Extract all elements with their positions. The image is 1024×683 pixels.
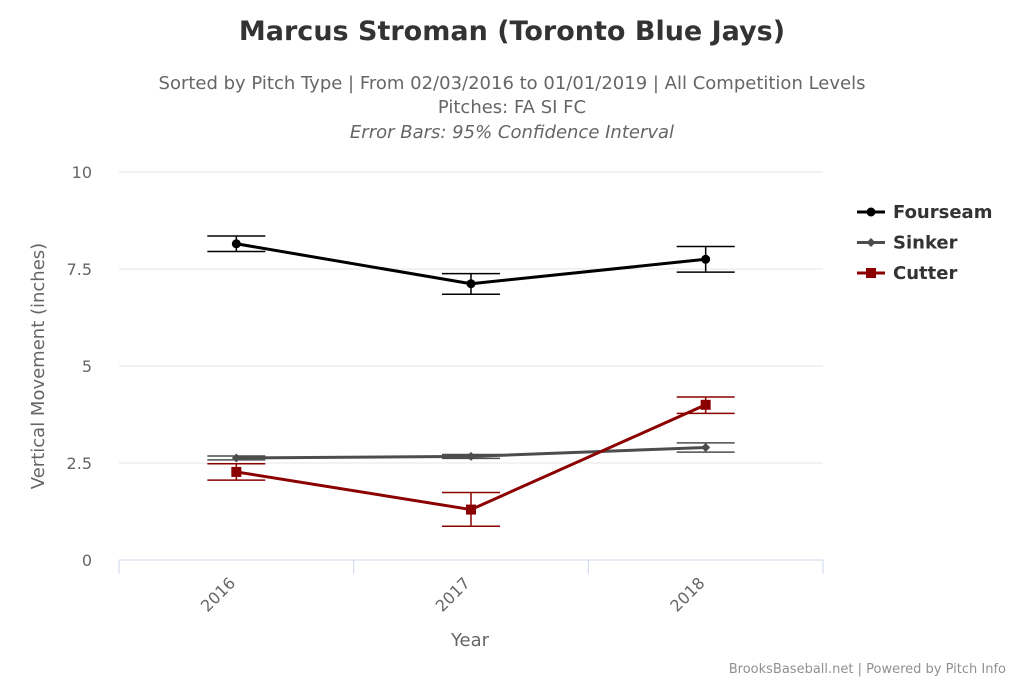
data-point	[701, 442, 711, 452]
chart-title: Marcus Stroman (Toronto Blue Jays)	[239, 16, 785, 47]
data-point	[231, 239, 241, 249]
legend-label: Cutter	[893, 263, 957, 284]
y-axis-ticks: 0 2.5 5 7.5 10	[67, 163, 92, 570]
legend-item-fourseam[interactable]: Fourseam	[857, 202, 992, 223]
legend-item-cutter[interactable]: Cutter	[857, 263, 957, 284]
data-point	[466, 504, 476, 515]
x-axis-title: Year	[450, 630, 490, 651]
data-point	[231, 453, 241, 463]
legend: Fourseam Sinker Cutter	[857, 202, 992, 284]
credits[interactable]: BrooksBaseball.net | Powered by Pitch In…	[729, 662, 1006, 677]
series-layer	[207, 235, 735, 527]
gridlines	[119, 171, 823, 464]
series-fourseam	[207, 235, 735, 295]
data-point	[701, 254, 711, 264]
y-tick-label: 5	[82, 357, 92, 376]
x-tick-label: 2017	[432, 573, 474, 615]
chart-subtitle-line-2: Pitches: FA SI FC	[438, 97, 586, 118]
y-tick-label: 7.5	[67, 260, 92, 279]
error-bar-note: Error Bars: 95% Confidence Interval	[350, 122, 674, 143]
y-tick-label: 10	[72, 163, 92, 182]
y-tick-label: 0	[82, 551, 92, 570]
data-point	[466, 451, 476, 461]
legend-marker	[866, 268, 876, 278]
y-axis-title: Vertical Movement (inches)	[28, 243, 49, 489]
legend-marker	[866, 238, 876, 247]
y-tick-label: 2.5	[67, 454, 92, 473]
data-point	[231, 466, 242, 477]
legend-item-sinker[interactable]: Sinker	[857, 233, 958, 254]
chart-subtitle-line-1: Sorted by Pitch Type | From 02/03/2016 t…	[159, 73, 866, 94]
x-tick-label: 2018	[666, 573, 708, 615]
legend-marker	[866, 207, 876, 217]
data-point	[466, 279, 476, 289]
legend-label: Fourseam	[893, 202, 992, 223]
legend-label: Sinker	[893, 233, 958, 254]
series-sinker	[207, 442, 735, 463]
x-axis: 2016 2017 2018	[118, 559, 824, 616]
data-point	[700, 399, 711, 410]
x-tick-label: 2016	[197, 573, 239, 615]
series-cutter	[207, 396, 735, 527]
